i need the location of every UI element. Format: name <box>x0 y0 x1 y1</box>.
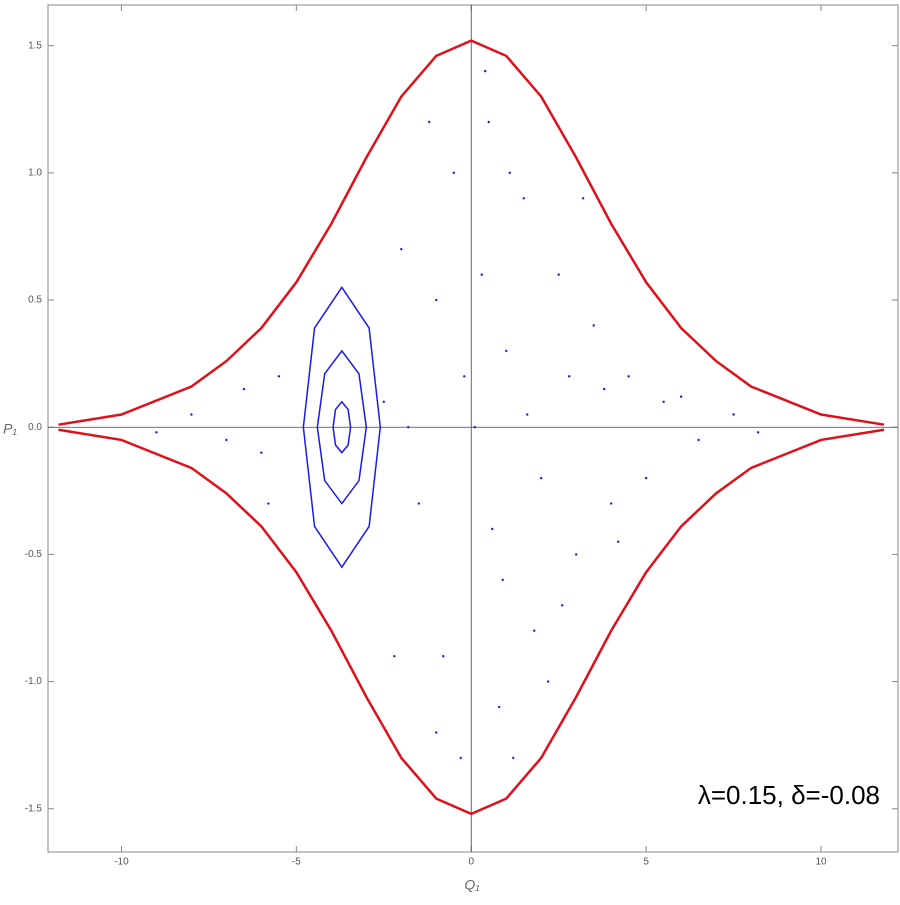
orbit-point <box>480 273 483 276</box>
orbit-point <box>567 375 571 378</box>
orbit-point <box>242 387 246 391</box>
annotation: λ=0.15, δ=-0.08 <box>698 780 880 810</box>
orbit-point <box>267 502 270 505</box>
orbit-point <box>697 438 700 442</box>
y-tick-label: -0.5 <box>25 549 43 560</box>
orbit-point <box>679 395 683 398</box>
orbit-point <box>581 197 585 200</box>
orbit-point <box>428 120 431 124</box>
orbit-point <box>459 756 462 760</box>
x-tick-label: -5 <box>292 857 301 868</box>
orbit-point <box>155 431 158 434</box>
orbit-line <box>316 349 368 505</box>
orbit-point <box>547 680 550 683</box>
orbit-point <box>574 553 578 556</box>
orbit-point <box>277 375 281 378</box>
y-tick-label: 0.5 <box>28 295 42 306</box>
orbit-point <box>407 426 410 429</box>
orbit-point <box>627 375 630 378</box>
orbit-point <box>452 171 455 175</box>
x-tick-label: 0 <box>468 857 474 868</box>
y-axis-label: P₁ <box>3 421 17 437</box>
orbit-point <box>487 120 490 124</box>
y-tick-label: -1.0 <box>25 676 43 687</box>
orbit-point <box>417 502 420 505</box>
orbit-point <box>592 324 595 327</box>
orbit-point <box>662 400 665 403</box>
orbit-point <box>756 431 760 434</box>
y-tick-label: 0.0 <box>28 422 42 433</box>
orbit-line <box>302 285 382 569</box>
orbit-point <box>400 247 403 251</box>
orbit-point <box>498 705 501 709</box>
orbit-point <box>602 387 606 391</box>
orbit-point <box>540 476 543 480</box>
orbit-point <box>473 426 476 429</box>
orbit-point <box>512 756 515 760</box>
orbit-line <box>332 400 352 454</box>
orbit-point <box>225 438 228 442</box>
orbit-point <box>557 273 560 276</box>
orbit-line <box>58 428 885 816</box>
orbit-point <box>260 451 263 454</box>
orbit-point <box>560 604 564 607</box>
orbit-point <box>526 413 529 416</box>
orbit-point <box>491 527 494 531</box>
x-tick-label: -10 <box>114 857 129 868</box>
orbit-point <box>616 540 620 543</box>
orbit-point <box>435 731 438 734</box>
orbit-point <box>732 413 735 416</box>
orbit-point <box>522 197 525 200</box>
x-tick-label: 5 <box>643 857 649 868</box>
orbit-point <box>382 400 386 403</box>
orbit-point <box>484 69 487 73</box>
x-axis-label: Q₁ <box>464 877 480 893</box>
plot-frame <box>47 4 899 853</box>
y-tick-label: 1.0 <box>28 168 42 179</box>
orbit-point <box>505 349 508 353</box>
orbit-point <box>435 298 438 302</box>
x-tick-label: 10 <box>815 857 827 868</box>
orbit-point <box>644 476 648 480</box>
y-tick-label: 1.5 <box>28 40 42 51</box>
orbit-point <box>508 171 511 175</box>
orbit-point <box>393 654 396 658</box>
orbit-point <box>463 375 466 378</box>
orbit-line <box>58 39 885 426</box>
y-tick-label: -1.5 <box>25 803 43 814</box>
orbit-point <box>190 413 193 416</box>
orbit-point <box>609 502 613 505</box>
orbit-point <box>501 578 504 582</box>
orbit-point <box>533 629 536 632</box>
orbit-point <box>442 654 445 658</box>
